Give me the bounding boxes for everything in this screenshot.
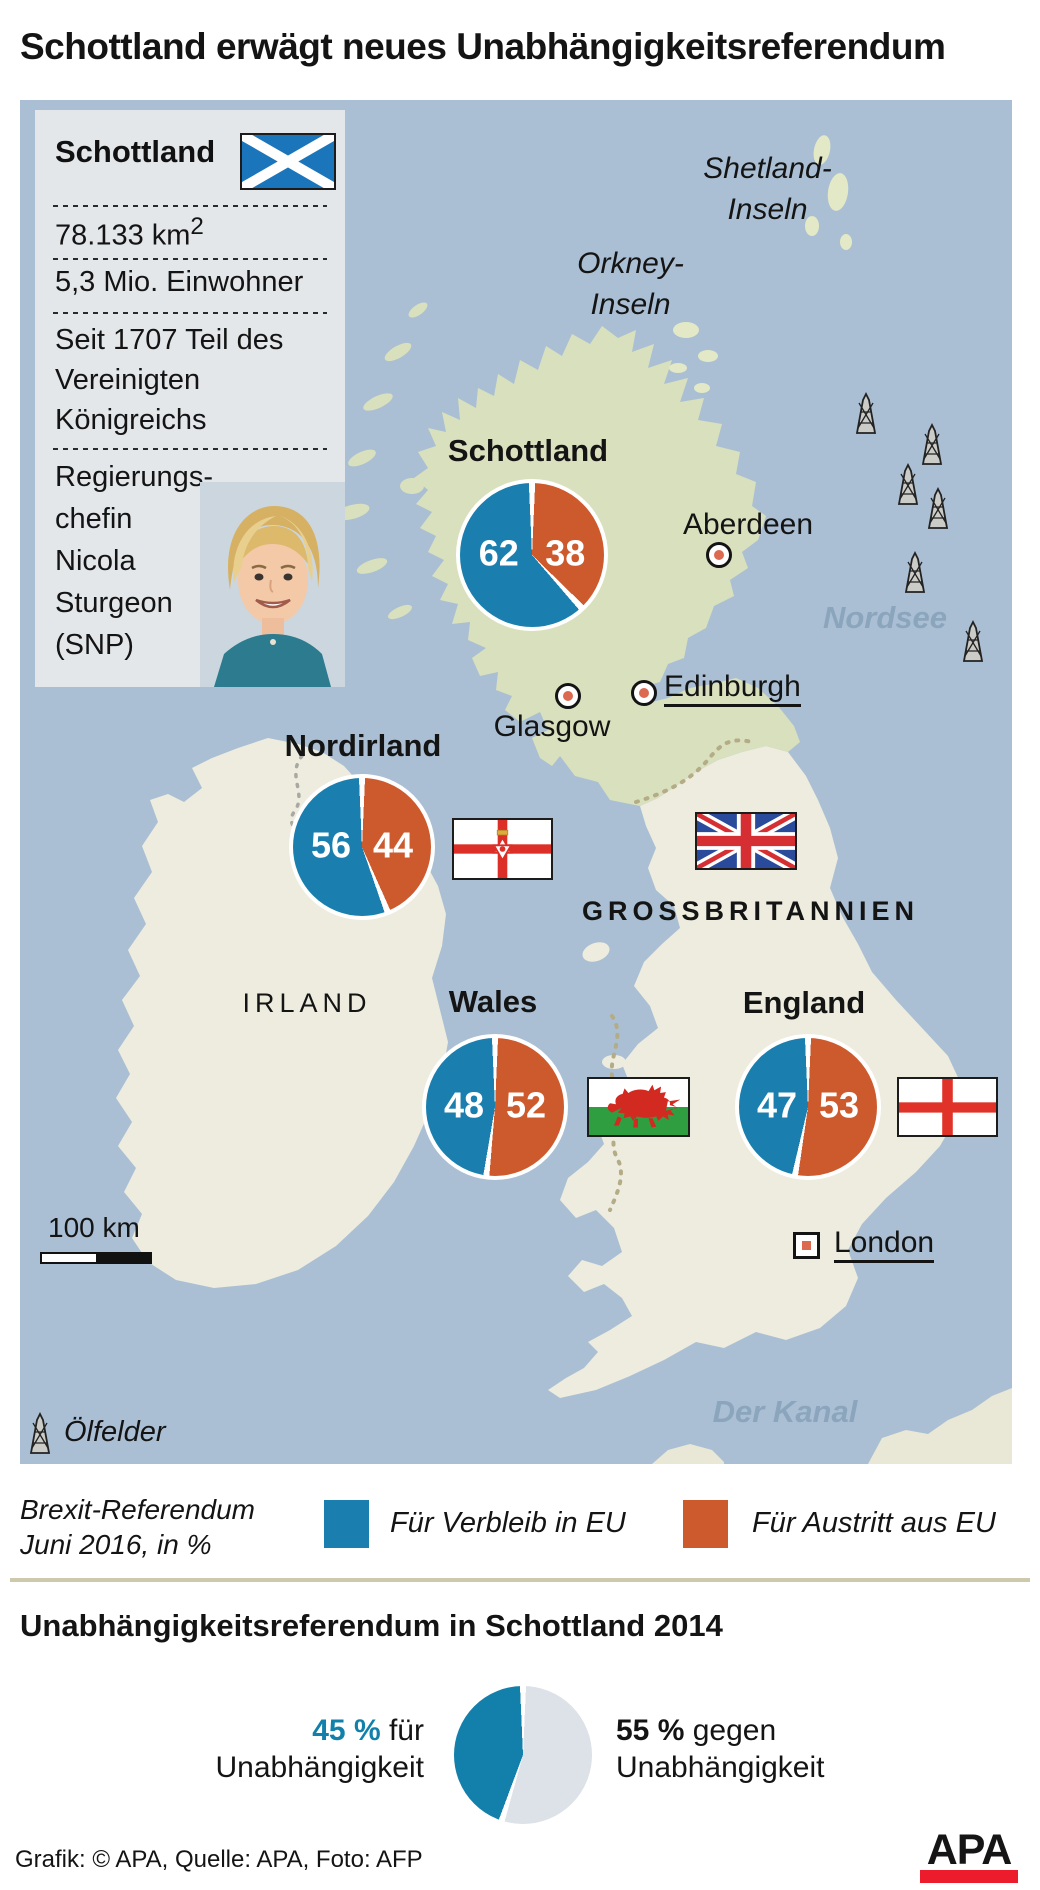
- london-marker: [793, 1232, 820, 1259]
- london-label-text: London: [834, 1226, 935, 1263]
- pie-nordirland: 56 44: [289, 774, 435, 920]
- leave-swatch: [683, 1500, 728, 1548]
- pie-value-remain: 62: [478, 532, 519, 574]
- scale-label: 100 km: [48, 1212, 140, 1243]
- region-label-wales: Wales: [448, 984, 538, 1019]
- population-row: 5,3 Mio. Einwohner: [55, 266, 304, 298]
- france-landmass: [868, 1388, 1012, 1464]
- isle-of-man: [582, 942, 610, 962]
- grossbritannien-label: GROSSBRITANNIEN: [582, 896, 920, 926]
- wales-flag-icon: [587, 1077, 690, 1137]
- remain-label: Für Verbleib in EU: [390, 1507, 626, 1539]
- referendum-2014-heading: Unabhängigkeitsreferendum in Schottland …: [20, 1608, 723, 1643]
- scotland-flag-icon: [240, 133, 336, 190]
- aberdeen-marker: [706, 542, 732, 568]
- hebrides-islands: [334, 302, 428, 620]
- edinburgh-marker: [631, 680, 657, 706]
- brittany-cape: [652, 1444, 724, 1464]
- credit-line: Grafik: © APA, Quelle: APA, Foto: AFP: [15, 1846, 423, 1873]
- scotland-england-border: [634, 738, 754, 804]
- nordsee-label: Nordsee: [822, 600, 948, 635]
- pie-value-leave: 53: [819, 1084, 860, 1126]
- aberdeen-label: Aberdeen: [682, 508, 814, 541]
- scale-bar: [40, 1252, 152, 1264]
- edinburgh-label: Edinburgh: [664, 670, 801, 707]
- orkney-islands: [669, 322, 718, 393]
- oil-derrick-legend-icon: [30, 1413, 50, 1454]
- pie-value-leave: 44: [373, 824, 414, 866]
- against-percentage: 55 %: [616, 1714, 685, 1747]
- leader-line: Regierungs-: [55, 461, 213, 493]
- legend-title-line: Brexit-Referendum: [20, 1494, 255, 1525]
- shetland-line: Shetland-: [703, 152, 832, 185]
- divider: [53, 448, 327, 450]
- pie-wales: 48 52: [422, 1034, 568, 1180]
- area-sup: 2: [190, 213, 204, 240]
- leader-line: chefin: [55, 503, 133, 535]
- area-row: 78.133 km2: [55, 213, 204, 253]
- divider: [53, 312, 327, 314]
- membership-row: Seit 1707 Teil des Vereinigten Königreic…: [55, 320, 283, 440]
- orkney-label: Orkney- Inseln: [538, 243, 723, 325]
- remain-swatch: [324, 1500, 369, 1548]
- page-title: Schottland erwägt neues Unabhängigkeitsr…: [20, 26, 946, 67]
- pie-value-leave: 38: [545, 532, 586, 574]
- area-value: 78.133 km: [55, 219, 191, 252]
- pie-value-leave: 52: [506, 1084, 547, 1126]
- against-word: gegen: [684, 1714, 777, 1747]
- pie-value-remain: 47: [756, 1084, 797, 1126]
- apa-logo: APA: [920, 1826, 1018, 1883]
- shetland-line: Inseln: [727, 193, 808, 226]
- leader-row: Regierungs- chefin Nicola Sturgeon (SNP): [55, 456, 213, 666]
- apa-logo-text: APA: [926, 1826, 1013, 1874]
- glasgow-marker: [555, 683, 581, 709]
- membership-line: Königreichs: [55, 404, 207, 436]
- membership-line: Vereinigten: [55, 364, 201, 396]
- union-jack-icon: [695, 812, 797, 870]
- infobox-region-name: Schottland: [55, 134, 216, 169]
- nicola-sturgeon-photo: [200, 482, 345, 687]
- shetland-label: Shetland- Inseln: [675, 148, 860, 230]
- glasgow-label: Glasgow: [493, 710, 611, 743]
- orkney-line: Inseln: [590, 288, 671, 321]
- pie-referendum-2014: [450, 1682, 596, 1828]
- pie-england: 47 53: [735, 1034, 881, 1180]
- leader-line: Sturgeon: [55, 587, 173, 619]
- der-kanal-label: Der Kanal: [712, 1394, 858, 1429]
- region-label-england: England: [742, 985, 866, 1020]
- leader-line: (SNP): [55, 629, 134, 661]
- for-percentage: 45 %: [312, 1714, 381, 1747]
- leave-label: Für Austritt aus EU: [752, 1507, 996, 1539]
- oilfields-label: Ölfelder: [64, 1416, 166, 1448]
- region-label-nordirland: Nordirland: [284, 728, 442, 763]
- northern-ireland-flag-icon: [452, 818, 553, 880]
- scotland-infobox: Schottland 78.133 km2 5,3 Mio. Einwohner…: [35, 110, 345, 687]
- edinburgh-label-text: Edinburgh: [664, 670, 801, 707]
- irland-label: IRLAND: [242, 988, 372, 1018]
- divider: [53, 258, 327, 260]
- pie-value-remain: 48: [443, 1084, 484, 1126]
- england-flag-icon: [897, 1077, 998, 1137]
- anglesey: [602, 1055, 626, 1069]
- section-divider: [10, 1578, 1030, 1582]
- membership-line: Seit 1707 Teil des: [55, 324, 284, 356]
- legend-title-line: Juni 2016, in %: [20, 1529, 212, 1560]
- apa-logo-bar: [920, 1870, 1018, 1883]
- pie-schottland: 62 38: [456, 479, 608, 631]
- pie-value-remain: 56: [310, 824, 351, 866]
- leader-line: Nicola: [55, 545, 136, 577]
- for-line2: Unabhängigkeit: [215, 1751, 425, 1784]
- for-word: für: [380, 1714, 424, 1747]
- legend-title: Brexit-Referendum Juni 2016, in %: [20, 1492, 255, 1562]
- referendum-2014-against-label: 55 % gegen Unabhängigkeit: [616, 1712, 936, 1786]
- shetland-islands: [805, 135, 852, 250]
- orkney-line: Orkney-: [577, 247, 684, 280]
- region-label-schottland: Schottland: [447, 433, 609, 468]
- uk-map: Schottland 78.133 km2 5,3 Mio. Einwohner…: [20, 100, 1012, 1464]
- against-line2: Unabhängigkeit: [616, 1751, 825, 1784]
- divider: [53, 205, 327, 207]
- london-label: London: [834, 1226, 935, 1263]
- referendum-2014-for-label: 45 % für Unabhängigkeit: [124, 1712, 425, 1786]
